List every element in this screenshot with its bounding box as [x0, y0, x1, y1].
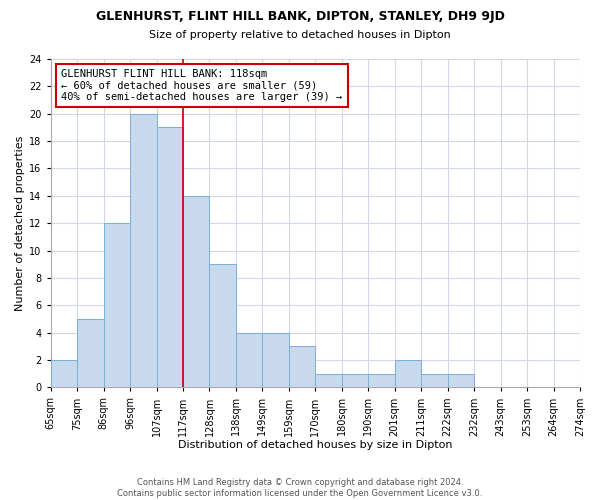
Bar [342, 374, 368, 388]
Bar [395, 360, 421, 388]
Text: GLENHURST, FLINT HILL BANK, DIPTON, STANLEY, DH9 9JD: GLENHURST, FLINT HILL BANK, DIPTON, STAN… [95, 10, 505, 23]
Bar [209, 264, 236, 388]
Bar [368, 374, 395, 388]
Bar [77, 319, 104, 388]
Bar [104, 223, 130, 388]
X-axis label: Distribution of detached houses by size in Dipton: Distribution of detached houses by size … [178, 440, 452, 450]
Bar [421, 374, 448, 388]
Text: GLENHURST FLINT HILL BANK: 118sqm
← 60% of detached houses are smaller (59)
40% : GLENHURST FLINT HILL BANK: 118sqm ← 60% … [61, 69, 343, 102]
Text: Contains HM Land Registry data © Crown copyright and database right 2024.
Contai: Contains HM Land Registry data © Crown c… [118, 478, 482, 498]
Bar [262, 332, 289, 388]
Bar [448, 374, 474, 388]
Bar [236, 332, 262, 388]
Bar [130, 114, 157, 388]
Bar [289, 346, 316, 388]
Bar [157, 128, 183, 388]
Bar [316, 374, 342, 388]
Bar [50, 360, 77, 388]
Text: Size of property relative to detached houses in Dipton: Size of property relative to detached ho… [149, 30, 451, 40]
Bar [183, 196, 209, 388]
Y-axis label: Number of detached properties: Number of detached properties [15, 136, 25, 311]
